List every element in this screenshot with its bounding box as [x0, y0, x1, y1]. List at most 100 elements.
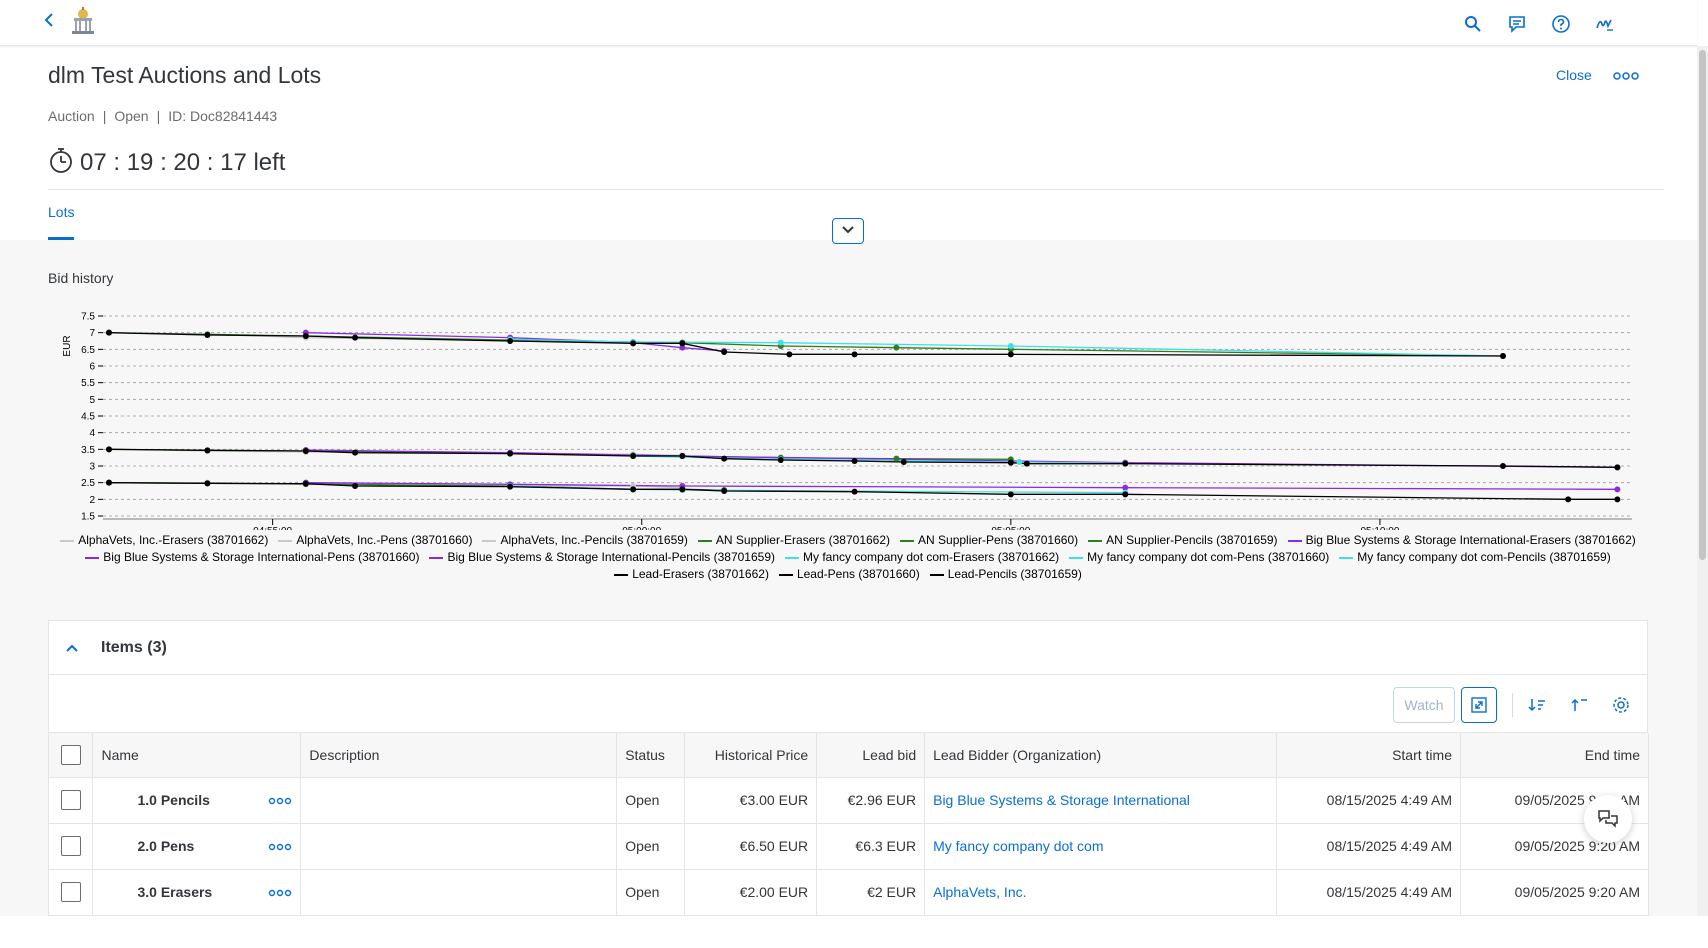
- row-overflow-dots-icon[interactable]: [268, 840, 292, 852]
- lead-bidder-link[interactable]: My fancy company dot com: [933, 838, 1104, 854]
- legend-item[interactable]: AN Supplier-Pens (38701660): [900, 532, 1078, 549]
- item-lead-bid: €6.3 EUR: [816, 823, 926, 870]
- data-point: [106, 446, 112, 453]
- table-row[interactable]: 2.0 Pens Open €6.50 EUR €6.3 EUR My fanc…: [49, 823, 1650, 870]
- help-icon[interactable]: [1549, 12, 1573, 36]
- table-row[interactable]: 3.0 Erasers Open €2.00 EUR €2 EUR AlphaV…: [49, 869, 1650, 916]
- legend-item[interactable]: Big Blue Systems & Storage International…: [85, 549, 419, 566]
- scrollbar-thumb[interactable]: [1699, 50, 1706, 560]
- overflow-dots-icon[interactable]: [1612, 66, 1640, 86]
- settings-icon[interactable]: [1609, 693, 1633, 717]
- legend-item[interactable]: Lead-Erasers (38701662): [614, 566, 769, 583]
- legend-item[interactable]: AlphaVets, Inc.-Pencils (38701659): [482, 532, 688, 549]
- legend-label: AlphaVets, Inc.-Pens (38701660): [296, 533, 473, 547]
- legend-swatch: [785, 556, 799, 559]
- sort-icon[interactable]: [1525, 693, 1549, 717]
- column-header-lead-bid[interactable]: Lead bid: [816, 733, 926, 778]
- data-point: [679, 453, 686, 459]
- tab-lots[interactable]: Lots: [48, 204, 75, 220]
- legend-item[interactable]: AlphaVets, Inc.-Pens (38701660): [278, 532, 472, 549]
- data-point: [786, 351, 793, 358]
- data-point: [679, 344, 686, 351]
- close-button[interactable]: Close: [1556, 67, 1592, 83]
- item-name[interactable]: 1.0 Pencils: [137, 792, 210, 808]
- item-historical-price: €2.00 EUR: [684, 869, 818, 916]
- header-divider: [48, 189, 1664, 190]
- legend-item[interactable]: My fancy company dot com-Pencils (387016…: [1339, 549, 1611, 566]
- watch-button[interactable]: Watch: [1393, 687, 1455, 723]
- chat-bubbles-icon[interactable]: [1584, 795, 1632, 843]
- bid-history-chart: EUR 1.5 2 2.5 3 3.5 4 4.5 5 5.5 6 6.5 7 7.5 04:55:00 05…: [62, 312, 1632, 530]
- meta-separator: |: [156, 108, 161, 124]
- signature-icon[interactable]: [1593, 12, 1617, 36]
- legend-item[interactable]: Big Blue Systems & Storage International…: [429, 549, 775, 566]
- legend-label: Big Blue Systems & Storage International…: [1305, 533, 1636, 547]
- data-point: [1007, 351, 1014, 358]
- data-point: [721, 455, 728, 462]
- data-point: [1499, 353, 1506, 359]
- data-point: [1565, 496, 1572, 503]
- item-name[interactable]: 3.0 Erasers: [137, 884, 213, 900]
- chevron-left-icon[interactable]: [40, 10, 62, 32]
- row-overflow-dots-icon[interactable]: [268, 886, 292, 898]
- chevron-down-icon: [841, 222, 855, 240]
- column-header-start-time[interactable]: Start time: [1276, 733, 1461, 778]
- legend-swatch: [85, 556, 100, 559]
- table-row[interactable]: 1.0 Pencils Open €3.00 EUR €2.96 EUR Big…: [49, 777, 1650, 824]
- feedback-icon[interactable]: [1505, 12, 1529, 36]
- column-header-lead-bidder[interactable]: Lead Bidder (Organization): [924, 733, 1278, 778]
- column-header-status[interactable]: Status: [616, 733, 686, 778]
- series-line: [108, 332, 1503, 357]
- lead-bidder-link[interactable]: Big Blue Systems & Storage International: [933, 792, 1190, 808]
- group-icon[interactable]: [1567, 693, 1591, 717]
- item-name[interactable]: 2.0 Pens: [137, 838, 195, 854]
- x-tick-label: 05:10:00: [1360, 526, 1399, 530]
- legend-item[interactable]: Lead-Pens (38701660): [778, 566, 920, 583]
- legend-item[interactable]: Lead-Pencils (38701659): [929, 566, 1082, 583]
- column-header-description[interactable]: Description: [300, 733, 618, 778]
- legend-label: AN Supplier-Erasers (38701662): [715, 533, 891, 547]
- legend-item[interactable]: My fancy company dot com-Pens (38701660): [1069, 549, 1329, 566]
- legend-item[interactable]: AN Supplier-Erasers (38701662): [697, 532, 891, 549]
- collapse-header-button[interactable]: [832, 218, 864, 244]
- data-point: [1614, 496, 1621, 503]
- item-status: Open: [616, 777, 686, 824]
- object-meta: Auction | Open | ID: Doc82841443: [48, 108, 277, 124]
- lead-bidder-link[interactable]: AlphaVets, Inc.: [933, 884, 1027, 900]
- legend-item[interactable]: AN Supplier-Pencils (38701659): [1088, 532, 1278, 549]
- data-point: [1122, 460, 1129, 467]
- legend-swatch: [482, 539, 497, 542]
- legend-item[interactable]: My fancy company dot com-Erasers (387016…: [785, 549, 1059, 566]
- row-checkbox[interactable]: [60, 790, 81, 810]
- item-status: Open: [616, 869, 686, 916]
- expand-icon[interactable]: [1461, 687, 1497, 723]
- row-checkbox[interactable]: [60, 882, 81, 902]
- data-point: [679, 340, 686, 347]
- item-lead-bid: €2.96 EUR: [816, 777, 926, 824]
- legend-label: My fancy company dot com-Erasers (387016…: [803, 550, 1060, 564]
- shell-bar: [0, 0, 1697, 46]
- content-area: Bid history EUR 1.5 2 2.5 3 3.5 4 4.5 5 5.5 6 6.5 7 7…: [0, 240, 1697, 920]
- x-tick-label: 04:55:00: [253, 526, 292, 530]
- row-overflow-dots-icon[interactable]: [268, 794, 292, 806]
- search-icon[interactable]: [1461, 12, 1485, 36]
- capitol-building-logo[interactable]: [68, 6, 98, 36]
- select-all-checkbox[interactable]: [60, 744, 81, 765]
- legend-item[interactable]: AlphaVets, Inc.-Erasers (38701662): [60, 532, 268, 549]
- item-lead-bidder: Big Blue Systems & Storage International: [924, 777, 1278, 824]
- column-header-historical-price[interactable]: Historical Price: [684, 733, 818, 778]
- data-point: [352, 449, 359, 456]
- column-header-end-time[interactable]: End time: [1460, 733, 1650, 778]
- row-select-cell: [49, 869, 94, 916]
- legend-item[interactable]: Big Blue Systems & Storage International…: [1287, 532, 1636, 549]
- data-point: [1007, 343, 1014, 349]
- legend-swatch: [1069, 556, 1084, 559]
- page-scrollbar[interactable]: [1697, 46, 1708, 916]
- row-checkbox[interactable]: [60, 836, 81, 856]
- item-description: [300, 823, 618, 870]
- item-description: [300, 869, 618, 916]
- data-point: [679, 486, 686, 493]
- column-header-name[interactable]: Name: [92, 733, 302, 778]
- chevron-up-icon[interactable]: [65, 639, 83, 657]
- item-lead-bidder: AlphaVets, Inc.: [924, 869, 1278, 916]
